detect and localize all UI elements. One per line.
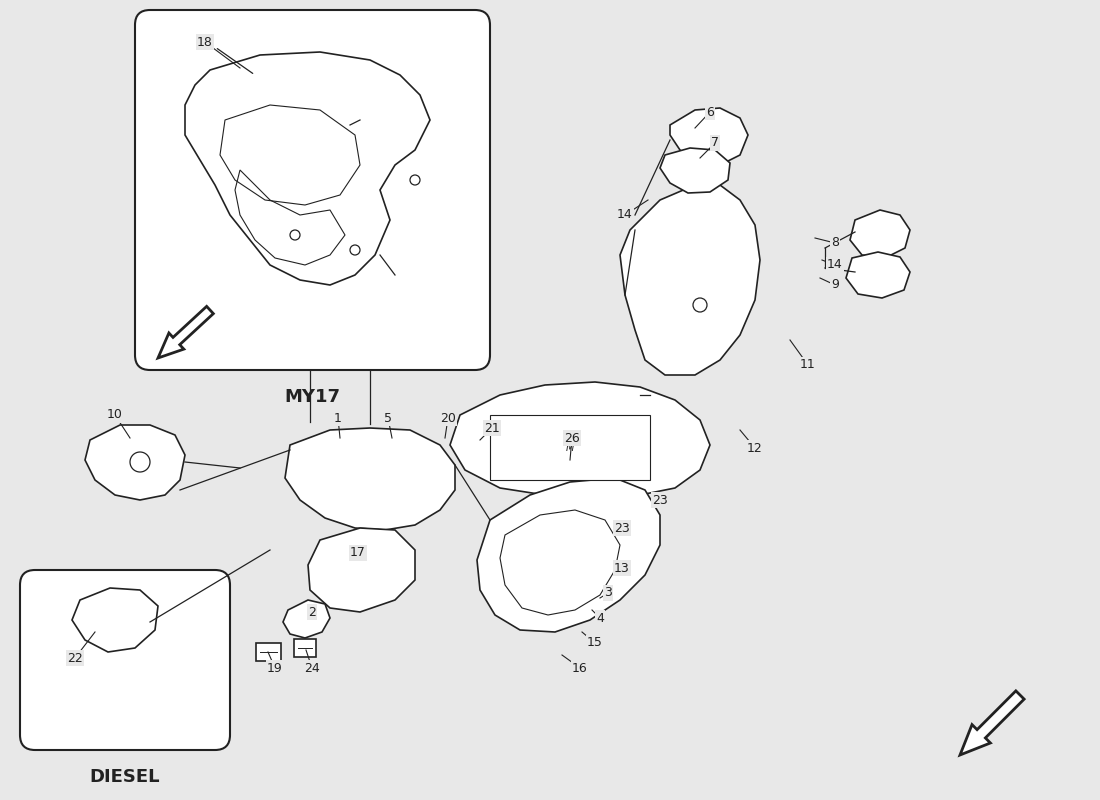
- Text: 11: 11: [800, 358, 816, 371]
- Polygon shape: [85, 425, 185, 500]
- Text: 18: 18: [197, 35, 213, 49]
- Text: 23: 23: [614, 522, 630, 534]
- Polygon shape: [490, 415, 650, 480]
- Text: 9: 9: [832, 278, 839, 291]
- Text: 18: 18: [197, 35, 213, 49]
- Text: 23: 23: [652, 494, 668, 506]
- Polygon shape: [620, 185, 760, 375]
- Text: 3: 3: [604, 586, 612, 599]
- Text: DIESEL: DIESEL: [90, 768, 161, 786]
- Text: M: M: [565, 443, 574, 453]
- Text: 13: 13: [614, 562, 630, 574]
- Text: 14: 14: [617, 209, 632, 222]
- Polygon shape: [960, 691, 1024, 755]
- Text: 17: 17: [350, 546, 366, 559]
- Polygon shape: [185, 52, 430, 285]
- Text: 12: 12: [747, 442, 763, 454]
- Text: 20: 20: [440, 411, 455, 425]
- Polygon shape: [283, 600, 330, 638]
- Bar: [294, 639, 316, 657]
- Text: MY17: MY17: [285, 388, 341, 406]
- Text: 10: 10: [107, 409, 123, 422]
- Polygon shape: [660, 148, 730, 193]
- Polygon shape: [158, 306, 213, 358]
- Text: 5: 5: [384, 411, 392, 425]
- Polygon shape: [850, 210, 910, 258]
- FancyBboxPatch shape: [20, 570, 230, 750]
- Text: 16: 16: [572, 662, 587, 674]
- Text: 1: 1: [334, 411, 342, 425]
- Text: 21: 21: [484, 422, 499, 434]
- FancyBboxPatch shape: [135, 10, 490, 370]
- Polygon shape: [670, 108, 748, 165]
- Polygon shape: [285, 428, 455, 530]
- Text: 6: 6: [706, 106, 714, 118]
- Text: 2: 2: [308, 606, 316, 618]
- Text: 4: 4: [596, 611, 604, 625]
- Text: 15: 15: [587, 637, 603, 650]
- Text: 19: 19: [267, 662, 283, 674]
- Text: 24: 24: [304, 662, 320, 674]
- Text: 7: 7: [711, 137, 719, 150]
- Text: 14: 14: [827, 258, 843, 271]
- Text: 22: 22: [67, 651, 82, 665]
- Text: 26: 26: [564, 431, 580, 445]
- Polygon shape: [450, 382, 710, 498]
- Polygon shape: [72, 588, 158, 652]
- Polygon shape: [308, 528, 415, 612]
- Text: 8: 8: [830, 237, 839, 250]
- Bar: [255, 643, 280, 661]
- Polygon shape: [846, 252, 910, 298]
- Polygon shape: [477, 478, 660, 632]
